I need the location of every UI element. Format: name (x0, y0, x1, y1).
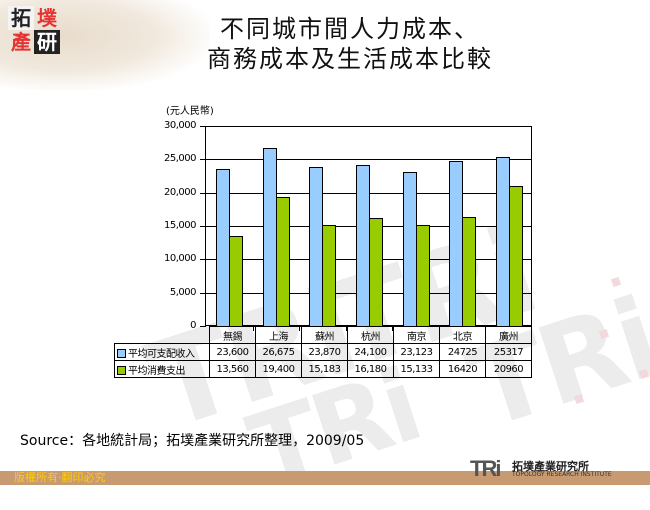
table-cell: 15,183 (301, 360, 348, 378)
bar-expense (229, 235, 244, 327)
logo-char: 墣 (37, 6, 57, 30)
table-cell: 23,870 (301, 343, 348, 361)
page-title: 不同城市間人力成本、 商務成本及生活成本比較 (160, 14, 540, 74)
category-label: 上海 (255, 326, 302, 344)
y-tick (200, 159, 206, 160)
y-tick-label: 0 (190, 320, 196, 331)
source-note: Source：各地統計局；拓墣產業研究所整理，2009/05 (20, 433, 365, 449)
y-tick-label: 15,000 (164, 220, 197, 231)
bar-expense (369, 218, 383, 327)
table-cell: 19,400 (255, 360, 302, 378)
title-line-1: 不同城市間人力成本、 (220, 15, 480, 43)
table-cell: 24725 (439, 343, 486, 361)
data-table: 無錫 上海 蘇州 杭州 南京 北京 廣州 平均可支配收入 23,600 26,6… (114, 326, 532, 378)
legend-key-green (117, 365, 126, 375)
logo-char: 拓 (8, 6, 34, 30)
category-label: 廣州 (485, 326, 532, 344)
bar-income (449, 161, 464, 327)
table-cell: 26,675 (255, 343, 302, 361)
brand-name-en: TOPOLOGY RESEARCH INSTITUTE (512, 471, 612, 478)
bar-income (495, 157, 510, 327)
bar-income (216, 168, 231, 327)
bar-expense (462, 216, 477, 327)
legend-key-blue (117, 348, 126, 358)
y-tick-label: 5,000 (169, 287, 197, 298)
category-label: 蘇州 (301, 326, 348, 344)
y-tick (200, 293, 206, 294)
tri-mark: TRi (470, 456, 501, 481)
table-header-row: 無錫 上海 蘇州 杭州 南京 北京 廣州 (114, 326, 532, 344)
y-axis-unit: (元人民幣) (166, 106, 214, 117)
y-tick (200, 126, 206, 127)
y-tick (200, 193, 206, 194)
bar-expense (415, 225, 430, 327)
bar-income (309, 166, 324, 327)
table-cell: 16,180 (347, 360, 394, 378)
table-cell: 23,123 (393, 343, 440, 361)
bar-expense (322, 224, 337, 327)
category-label: 無錫 (209, 326, 256, 344)
logo-char: 產 (11, 30, 31, 54)
y-tick-label: 25,000 (164, 153, 197, 164)
category-label: 南京 (393, 326, 440, 344)
table-cell: 24,100 (347, 343, 394, 361)
footer-bar: 版權所有‧翻印必究 (0, 471, 650, 485)
table-row: 平均可支配收入 23,600 26,675 23,870 24,100 23,1… (114, 343, 532, 361)
table-cell: 15,133 (393, 360, 440, 378)
category-label: 杭州 (347, 326, 394, 344)
logo-char: 研 (34, 30, 60, 54)
bar-income (356, 165, 370, 327)
brand-name-cn: 拓墣產業研究所 (512, 460, 589, 473)
y-tick (200, 226, 206, 227)
table-cell: 23,600 (209, 343, 256, 361)
y-axis (205, 126, 206, 326)
table-row: 平均消費支出 13,560 19,400 15,183 16,180 15,13… (114, 360, 532, 378)
bar-expense (508, 186, 523, 327)
bar-expense (275, 196, 290, 327)
y-tick-label: 10,000 (164, 253, 197, 264)
table-cell: 16420 (439, 360, 486, 378)
y-tick-label: 20,000 (164, 187, 197, 198)
copyright-text: 版權所有‧翻印必究 (14, 471, 106, 484)
y-tick (200, 259, 206, 260)
table-cell: 20960 (485, 360, 532, 378)
bar-income (402, 171, 417, 327)
bar-income (262, 148, 277, 327)
table-cell: 25317 (485, 343, 532, 361)
table-cell: 13,560 (209, 360, 256, 378)
legend-entry: 平均可支配收入 (114, 343, 210, 361)
y-tick-label: 30,000 (164, 120, 197, 131)
logo: 拓 墣 產 研 (8, 6, 60, 54)
category-label: 北京 (439, 326, 486, 344)
gridline (206, 159, 532, 160)
legend-entry: 平均消費支出 (114, 360, 210, 378)
title-line-2: 商務成本及生活成本比較 (207, 45, 493, 73)
